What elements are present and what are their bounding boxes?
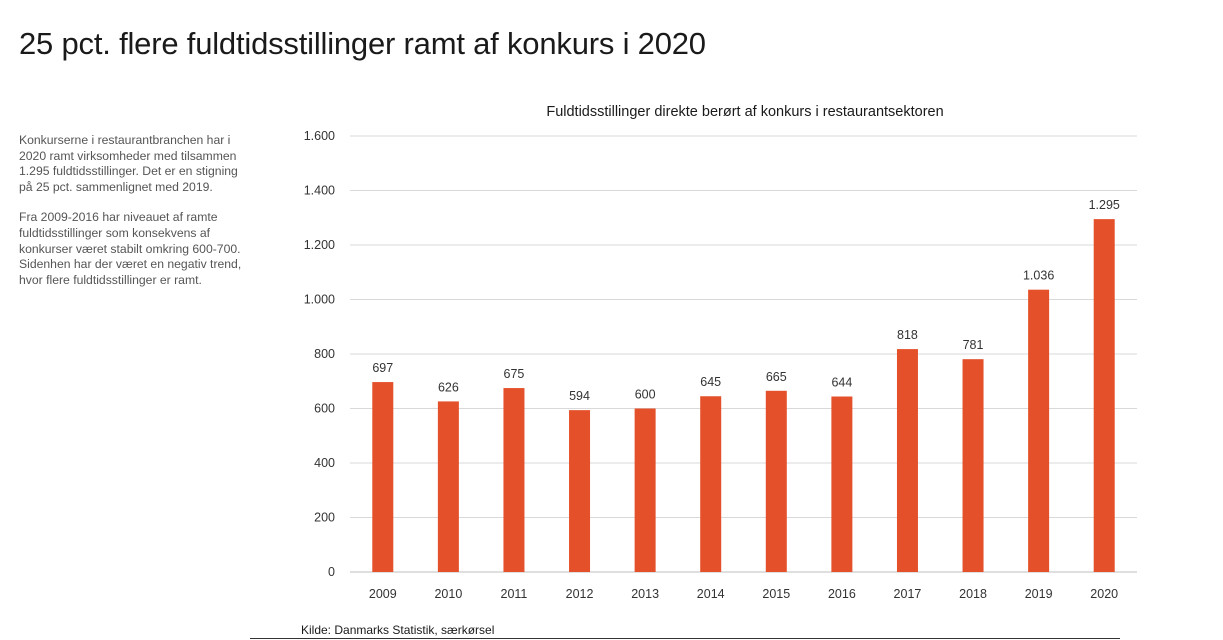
y-tick-label: 800 [314, 347, 335, 361]
y-tick-label: 400 [314, 456, 335, 470]
x-tick-label: 2013 [631, 587, 659, 601]
x-tick-label: 2009 [369, 587, 397, 601]
x-axis-ticks: 2009 2010 2011 2012 2013 2014 2015 2016 2017 2018… [369, 587, 1118, 601]
data-label-2018: 781 [963, 338, 984, 352]
x-tick-label: 2016 [828, 587, 856, 601]
x-tick-label: 2011 [501, 587, 528, 601]
chart-title: Fuldtidsstillinger direkte berørt af kon… [546, 104, 944, 120]
bar-2018 [962, 359, 984, 572]
y-tick-label: 1.000 [304, 293, 335, 307]
y-tick-label: 600 [314, 402, 335, 416]
bar-2013 [634, 408, 656, 572]
bar-2020 [1093, 219, 1115, 573]
data-label-2013: 600 [635, 388, 656, 402]
data-labels: 697 626 675 594 600 645 665 644 818 781 1.036 1.295 [372, 198, 1120, 403]
description-paragraph-1: Konkurserne i restaurantbranchen har i 2… [19, 133, 238, 194]
y-tick-label: 200 [314, 511, 335, 525]
data-label-2015: 665 [766, 370, 787, 384]
page-title: 25 pct. flere fuldtidsstillinger ramt af… [19, 26, 706, 61]
bar-2012 [569, 410, 591, 572]
bar-2019 [1028, 289, 1050, 572]
y-tick-label: 1.400 [304, 184, 335, 198]
data-label-2016: 644 [831, 376, 852, 390]
y-tick-label: 1.200 [304, 238, 335, 252]
y-tick-label: 1.600 [304, 129, 335, 143]
data-label-2009: 697 [372, 361, 393, 375]
bar-2016 [831, 396, 853, 572]
x-tick-label: 2020 [1090, 587, 1118, 601]
x-tick-label: 2017 [894, 587, 922, 601]
y-tick-label: 0 [328, 565, 335, 579]
y-axis-ticks: 0 200 400 600 800 1.000 1.200 1.400 1.600 [304, 129, 335, 579]
data-label-2014: 645 [700, 375, 721, 389]
bar-2010 [437, 401, 459, 572]
source-divider [250, 638, 1120, 639]
source-note: Kilde: Danmarks Statistik, særkørsel [301, 623, 495, 637]
x-tick-label: 2014 [697, 587, 725, 601]
data-label-2010: 626 [438, 380, 459, 394]
data-label-2011: 675 [504, 367, 525, 381]
x-tick-label: 2019 [1025, 587, 1053, 601]
bar-2017 [896, 349, 918, 572]
description-text: Konkurserne i restaurantbranchen har i 2… [19, 133, 247, 303]
x-tick-label: 2015 [762, 587, 790, 601]
bar-2009 [372, 382, 394, 572]
gridlines [350, 135, 1137, 573]
bars [372, 219, 1115, 573]
x-tick-label: 2012 [566, 587, 594, 601]
x-tick-label: 2010 [434, 587, 462, 601]
data-label-2012: 594 [569, 389, 590, 403]
description-paragraph-2: Fra 2009-2016 har niveauet af ramte fuld… [19, 210, 242, 287]
bar-2011 [503, 388, 525, 572]
data-label-2020: 1.295 [1089, 198, 1120, 212]
data-label-2019: 1.036 [1023, 269, 1054, 283]
bar-2014 [700, 396, 722, 572]
x-tick-label: 2018 [959, 587, 987, 601]
data-label-2017: 818 [897, 328, 918, 342]
bar-2015 [765, 390, 787, 572]
